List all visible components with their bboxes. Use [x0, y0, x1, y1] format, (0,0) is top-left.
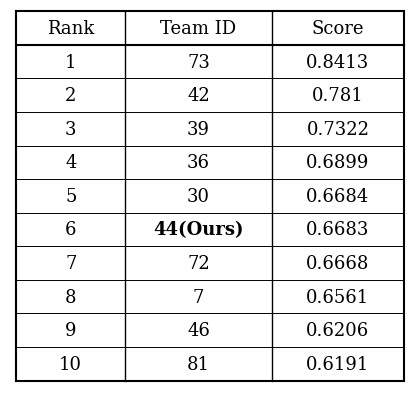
Text: 0.6899: 0.6899 — [306, 154, 370, 172]
Text: 1: 1 — [65, 53, 77, 71]
Text: 46: 46 — [187, 322, 210, 339]
Text: 0.6683: 0.6683 — [306, 221, 370, 239]
Text: 36: 36 — [187, 154, 210, 172]
Text: 10: 10 — [59, 355, 82, 373]
Text: 2: 2 — [65, 87, 76, 105]
Text: 4: 4 — [65, 154, 76, 172]
Text: 0.6668: 0.6668 — [306, 254, 370, 273]
Text: 39: 39 — [187, 120, 210, 139]
Text: 0.6561: 0.6561 — [306, 288, 370, 306]
Text: 0.7322: 0.7322 — [307, 120, 370, 139]
Text: 5: 5 — [65, 188, 76, 205]
Text: 7: 7 — [193, 288, 204, 306]
Text: 0.8413: 0.8413 — [306, 53, 370, 71]
Text: 7: 7 — [65, 254, 76, 273]
Text: 6: 6 — [65, 221, 77, 239]
Text: Team ID: Team ID — [160, 20, 236, 38]
Text: 8: 8 — [65, 288, 77, 306]
Text: 9: 9 — [65, 322, 77, 339]
Text: 0.781: 0.781 — [312, 87, 364, 105]
Text: 0.6684: 0.6684 — [306, 188, 370, 205]
Text: Rank: Rank — [47, 20, 94, 38]
Text: 30: 30 — [187, 188, 210, 205]
Text: 44(Ours): 44(Ours) — [153, 221, 244, 239]
Text: 0.6191: 0.6191 — [306, 355, 370, 373]
Text: 42: 42 — [187, 87, 210, 105]
Text: 0.6206: 0.6206 — [306, 322, 370, 339]
Text: 81: 81 — [187, 355, 210, 373]
Text: 3: 3 — [65, 120, 77, 139]
Text: Score: Score — [311, 20, 364, 38]
Text: 73: 73 — [187, 53, 210, 71]
Text: 72: 72 — [187, 254, 210, 273]
